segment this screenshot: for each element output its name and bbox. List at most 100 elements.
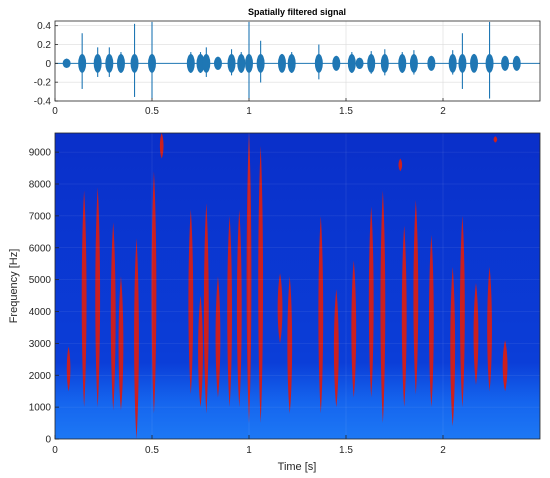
waveform-burst-body [196, 53, 205, 73]
spectrogram-ytick-label: 4000 [29, 307, 52, 318]
spectrogram-feature [368, 206, 374, 398]
spectrogram-feature [203, 203, 209, 414]
waveform-burst-body [256, 53, 265, 73]
waveform-xtick-label: 1.5 [339, 106, 353, 117]
spectrogram-xlabel: Time [s] [278, 461, 317, 473]
spectrogram-feature [134, 238, 139, 439]
waveform-burst-body [148, 53, 156, 73]
spectrogram-xtick-label: 1 [246, 445, 252, 456]
spectrogram-ytick-label: 5000 [29, 275, 52, 286]
spectrogram-feature [246, 133, 252, 424]
waveform-ytick-label: 0.4 [37, 21, 51, 32]
spectrogram-feature [215, 276, 221, 398]
spectrogram-feature [333, 289, 339, 408]
waveform-burst-body [227, 53, 236, 73]
spectrogram-ticks: 0 0.5 1 1.5 2 0 1000 2000 3000 4000 5000 6000 7000 80… [29, 148, 446, 456]
spectrogram-xtick-label: 2 [440, 445, 446, 456]
spectrogram-feature [428, 235, 434, 408]
waveform-burst-body [409, 53, 418, 73]
waveform-burst-body [202, 53, 211, 73]
waveform-burst-body [398, 53, 407, 73]
spectrogram-xtick-label: 1.5 [339, 445, 353, 456]
waveform-burst-body [237, 53, 246, 73]
spectrogram-feature [401, 225, 407, 408]
spectrogram-features [66, 133, 508, 439]
waveform-ytick-label: -0.4 [34, 97, 52, 108]
spectrogram-feature [277, 273, 283, 344]
spectrogram-ytick-label: 7000 [29, 211, 52, 222]
waveform-burst-body [314, 53, 323, 73]
waveform-burst-body [287, 53, 296, 73]
spectrogram-ytick-label: 3000 [29, 339, 52, 350]
spectrogram-xtick-label: 0 [52, 445, 58, 456]
spectrogram-feature [151, 171, 157, 414]
spectrogram-feature [502, 340, 508, 392]
spectrogram-feature [473, 282, 479, 385]
waveform-burst-body [78, 53, 87, 73]
waveform-ytick-label: 0.2 [37, 40, 51, 51]
spectrogram-ylabel: Frequency [Hz] [8, 249, 20, 324]
spectrogram-feature [198, 295, 203, 408]
spectrogram-panel: 0 0.5 1 1.5 2 0 1000 2000 3000 4000 5000 6000 7000 80… [8, 132, 541, 473]
spectrogram-feature [258, 145, 264, 424]
spectrogram-feature [81, 190, 87, 408]
spectrogram-ytick-label: 0 [45, 435, 51, 446]
waveform-burst-body [512, 55, 521, 71]
spectrogram-ytick-label: 2000 [29, 371, 52, 382]
waveform-burst-body [501, 55, 510, 71]
spectrogram-grid [54, 133, 540, 440]
spectrogram-feature [380, 190, 386, 424]
waveform-xtick-label: 0.5 [145, 106, 159, 117]
waveform-axes-box [54, 20, 541, 102]
spectrogram-feature [236, 209, 242, 408]
waveform-burst-body [355, 57, 364, 69]
waveform-title: Spatially filtered signal [248, 7, 346, 17]
spectrogram-feature [110, 222, 116, 411]
waveform-burst-body [105, 53, 114, 73]
spectrogram-xtick-label: 0.5 [145, 445, 159, 456]
waveform-burst-body [213, 56, 222, 70]
waveform-panel: 0 0.5 1 1.5 2 0.4 0.2 0 -0.2 -0.4 Spatially filte… [34, 7, 541, 117]
spectrogram-ytick-label: 1000 [29, 403, 52, 414]
waveform-xtick-label: 2 [440, 106, 446, 117]
spectrogram-feature [351, 260, 357, 398]
waveform-ytick-label: -0.2 [34, 78, 52, 89]
spectrogram-axes-box [54, 132, 541, 440]
waveform-burst-body [347, 53, 356, 73]
spectrogram-feature [460, 215, 465, 408]
spectrogram-feature [487, 266, 492, 392]
waveform-ytick-label: 0 [45, 59, 51, 70]
spectrogram-feature [95, 187, 101, 408]
spectrogram-ytick-label: 6000 [29, 243, 52, 254]
waveform-burst-body [332, 55, 341, 71]
waveform-burst-body [130, 53, 139, 73]
waveform-burst-body [277, 53, 286, 73]
waveform-burst-body [448, 53, 457, 73]
spectrogram-ytick-label: 8000 [29, 180, 52, 191]
spectrogram-feature [287, 276, 293, 414]
spectrogram-feature [450, 266, 456, 427]
waveform-burst-body [485, 53, 494, 73]
spectrogram-feature [66, 346, 71, 392]
waveform-ticks: 0 0.5 1 1.5 2 0.4 0.2 0 -0.2 -0.4 [34, 21, 446, 117]
waveform-xtick-label: 0 [52, 106, 58, 117]
waveform-plot-area [55, 21, 540, 101]
waveform-burst-body [458, 53, 467, 73]
waveform-burst-body [367, 53, 376, 73]
spectrogram-feature [118, 276, 124, 411]
spectrogram-feature [227, 215, 232, 408]
spectrogram-feature [413, 199, 419, 395]
waveform-burst-body [93, 53, 102, 73]
waveform-xtick-label: 1 [246, 106, 252, 117]
spectrogram-feature [159, 133, 164, 159]
waveform-burst-body [427, 55, 436, 71]
waveform-burst-body [186, 53, 195, 73]
waveform-burst-body [116, 53, 125, 73]
spectrogram-feature [493, 136, 498, 143]
waveform-series [55, 21, 540, 99]
spectrogram-feature [398, 158, 403, 172]
spectrogram-feature [188, 209, 194, 395]
waveform-burst-body [470, 53, 479, 73]
waveform-burst-body [62, 58, 71, 69]
